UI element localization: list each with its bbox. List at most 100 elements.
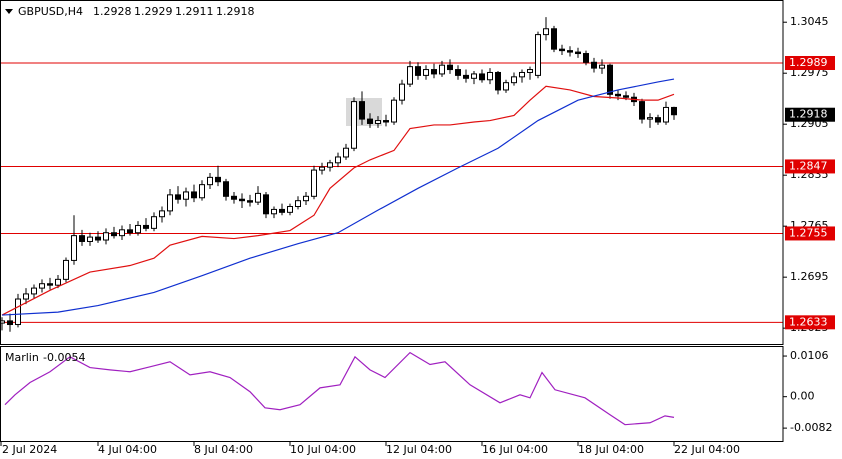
candle-body xyxy=(151,216,157,229)
candle-body xyxy=(583,53,589,63)
candle-body xyxy=(551,28,557,50)
candle-body xyxy=(391,99,397,123)
candle-body xyxy=(167,194,173,212)
candle-body xyxy=(183,191,189,200)
candle-body xyxy=(143,224,149,229)
menu-triangle xyxy=(5,9,13,14)
candle-body xyxy=(639,101,645,120)
candle-body xyxy=(223,181,229,197)
x-tick-label: 2 Jul 2024 xyxy=(2,443,57,456)
x-tick-label: 12 Jul 04:00 xyxy=(386,443,452,456)
candle-body xyxy=(455,69,461,76)
candle-body xyxy=(407,66,413,85)
y-tick-label: 1.3045 xyxy=(790,15,829,28)
candle-body xyxy=(463,74,469,79)
last-price-box xyxy=(785,107,835,122)
candle-body xyxy=(31,287,37,295)
candle-body xyxy=(543,28,549,36)
candle-body xyxy=(471,73,477,79)
candle-body xyxy=(0,320,5,324)
price-panel xyxy=(0,17,783,332)
candle-body xyxy=(247,200,253,203)
candle-body xyxy=(375,120,381,124)
x-tick-label: 8 Jul 04:00 xyxy=(194,443,253,456)
candle-body xyxy=(103,232,109,241)
x-tick-label: 4 Jul 04:00 xyxy=(98,443,157,456)
y-tick-label: 1.2695 xyxy=(790,270,829,283)
candle-body xyxy=(423,69,429,76)
level-label-box xyxy=(785,159,835,174)
candle-body xyxy=(111,232,117,237)
candle-body xyxy=(447,64,453,71)
candle-body xyxy=(39,283,45,289)
candle-body xyxy=(239,198,245,202)
y-tick-label: -0.0082 xyxy=(790,421,832,434)
level-label: 1.2633 xyxy=(789,315,828,328)
header-low: 1.2911 xyxy=(175,5,214,18)
level-label-box xyxy=(785,226,835,241)
candle-body xyxy=(127,229,133,234)
candle-body xyxy=(479,73,485,81)
y-tick-label: 0.0106 xyxy=(790,349,829,362)
indicator-frame xyxy=(0,346,784,442)
candle-body xyxy=(191,191,197,199)
candle-body xyxy=(623,95,629,98)
candle-body xyxy=(559,48,565,52)
candle-body xyxy=(359,101,365,120)
moving-average xyxy=(1,85,675,316)
candle-body xyxy=(383,120,389,123)
candle-body xyxy=(439,64,445,75)
candle-body xyxy=(199,184,205,199)
candle-body xyxy=(367,118,373,124)
candle-body xyxy=(47,283,53,286)
candle-body xyxy=(55,278,61,286)
moving-average xyxy=(1,78,675,316)
candle-body xyxy=(671,106,677,116)
candle-body xyxy=(87,236,93,242)
candle-body xyxy=(599,64,605,69)
last-price-label: 1.2918 xyxy=(789,108,828,121)
indicator-panel xyxy=(4,351,675,426)
candle-body xyxy=(231,195,237,200)
x-tick-label: 10 Jul 04:00 xyxy=(290,443,356,456)
candle-body xyxy=(511,76,517,84)
header-high: 1.2929 xyxy=(134,5,173,18)
candle-body xyxy=(431,69,437,75)
candle-body xyxy=(159,210,165,218)
candle-body xyxy=(287,206,293,213)
x-tick-label: 18 Jul 04:00 xyxy=(578,443,644,456)
candle-body xyxy=(575,51,581,55)
indicator-value: -0.0054 xyxy=(43,351,85,364)
candle-body xyxy=(495,71,501,91)
header-open: 1.2928 xyxy=(93,5,132,18)
candle-body xyxy=(63,259,69,280)
candle-body xyxy=(279,208,285,213)
candle-body xyxy=(303,195,309,202)
candle-body xyxy=(119,229,125,237)
indicator-line xyxy=(4,351,675,426)
level-label-box xyxy=(785,315,835,330)
candle-body xyxy=(95,236,101,241)
candle-body xyxy=(567,50,573,53)
candle-body xyxy=(7,320,13,326)
candle-body xyxy=(655,117,661,123)
candle-body xyxy=(207,176,213,186)
candle-body xyxy=(351,101,357,149)
symbol-title: GBPUSD,H4 xyxy=(18,5,83,18)
candle-body xyxy=(79,235,85,242)
candle-body xyxy=(295,200,301,208)
candle-body xyxy=(23,293,29,300)
candle-body xyxy=(647,117,653,120)
candle-body xyxy=(487,71,493,81)
x-tick-label: 22 Jul 04:00 xyxy=(674,443,740,456)
candle-body xyxy=(135,224,141,234)
candle-body xyxy=(255,192,261,203)
candle-body xyxy=(343,147,349,158)
candle-body xyxy=(527,69,533,73)
level-label-box xyxy=(785,56,835,71)
candle-body xyxy=(663,106,669,123)
level-label: 1.2755 xyxy=(789,226,828,239)
candle-body xyxy=(215,176,221,183)
level-label: 1.2847 xyxy=(789,159,828,172)
